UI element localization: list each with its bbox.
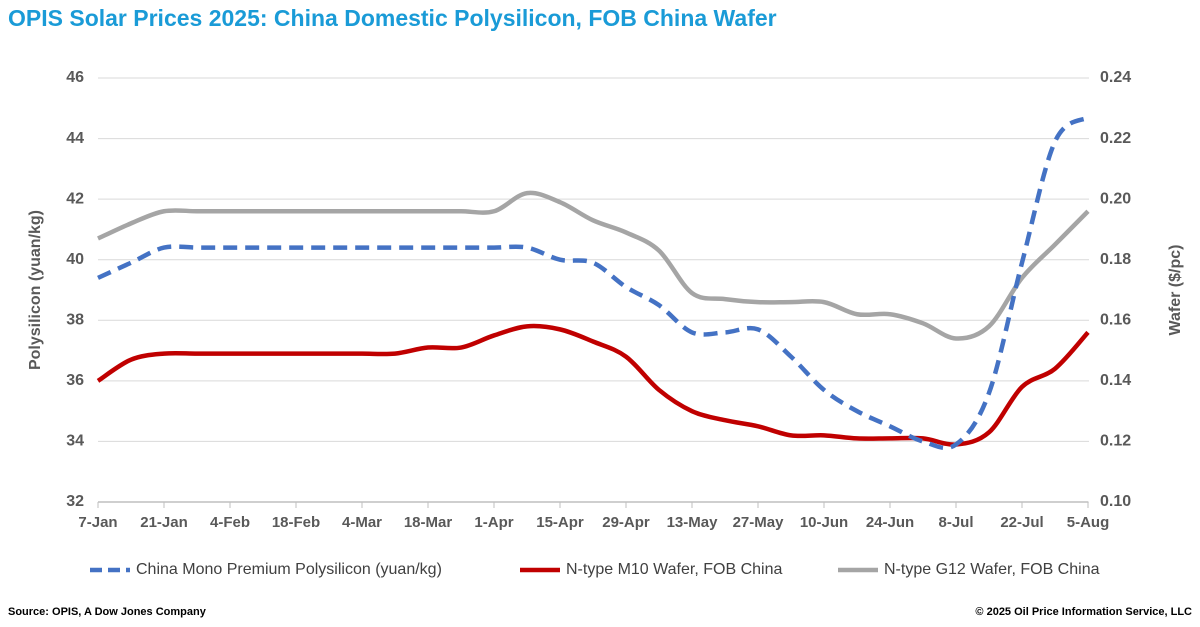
x-tick-label: 8-Jul (938, 514, 973, 531)
y2-tick-label: 0.16 (1100, 312, 1131, 329)
series-line (97, 115, 1090, 451)
x-tick-label: 29-Apr (602, 514, 650, 531)
y-tick-label: 34 (66, 433, 84, 450)
x-tick-label: 22-Jul (1000, 514, 1043, 531)
legend-label: N-type G12 Wafer, FOB China (884, 561, 1100, 578)
legend-label: China Mono Premium Polysilicon (yuan/kg) (136, 561, 442, 578)
x-tick-label: 7-Jan (78, 514, 117, 531)
x-tick-label: 18-Mar (404, 514, 453, 531)
y-axis-label: Polysilicon (yuan/kg) (27, 210, 44, 370)
y2-tick-label: 0.24 (1100, 69, 1131, 86)
x-tick-label: 4-Feb (210, 514, 250, 531)
y2-tick-label: 0.10 (1100, 493, 1131, 510)
x-tick-label: 10-Jun (800, 514, 848, 531)
chart-title: OPIS Solar Prices 2025: China Domestic P… (8, 5, 777, 31)
series-line (96, 323, 1090, 447)
y2-tick-label: 0.20 (1100, 190, 1131, 207)
x-tick-label: 18-Feb (272, 514, 320, 531)
y2-tick-label: 0.14 (1100, 372, 1131, 389)
x-tick-label: 1-Apr (474, 514, 513, 531)
x-tick-label: 13-May (667, 514, 719, 531)
source-note: Source: OPIS, A Dow Jones Company (8, 606, 207, 618)
x-tick-label: 21-Jan (140, 514, 188, 531)
y-tick-label: 36 (66, 372, 84, 389)
y-tick-label: 46 (66, 69, 84, 86)
copyright-note: © 2025 Oil Price Information Service, LL… (975, 606, 1192, 618)
y2-axis-label: Wafer ($/pc) (1167, 245, 1184, 336)
y-tick-label: 38 (66, 312, 84, 329)
y-tick-label: 32 (66, 493, 84, 510)
x-tick-label: 4-Mar (342, 514, 382, 531)
y-tick-label: 42 (66, 190, 84, 207)
y2-tick-label: 0.12 (1100, 433, 1131, 450)
y-tick-label: 44 (66, 130, 84, 147)
y2-tick-label: 0.18 (1100, 251, 1131, 268)
x-tick-label: 27-May (733, 514, 785, 531)
y-tick-label: 40 (66, 251, 84, 268)
x-tick-label: 5-Aug (1067, 514, 1110, 531)
legend-label: N-type M10 Wafer, FOB China (566, 561, 782, 578)
x-tick-label: 15-Apr (536, 514, 584, 531)
series-line (97, 190, 1090, 341)
x-tick-label: 24-Jun (866, 514, 914, 531)
y2-tick-label: 0.22 (1100, 130, 1131, 147)
